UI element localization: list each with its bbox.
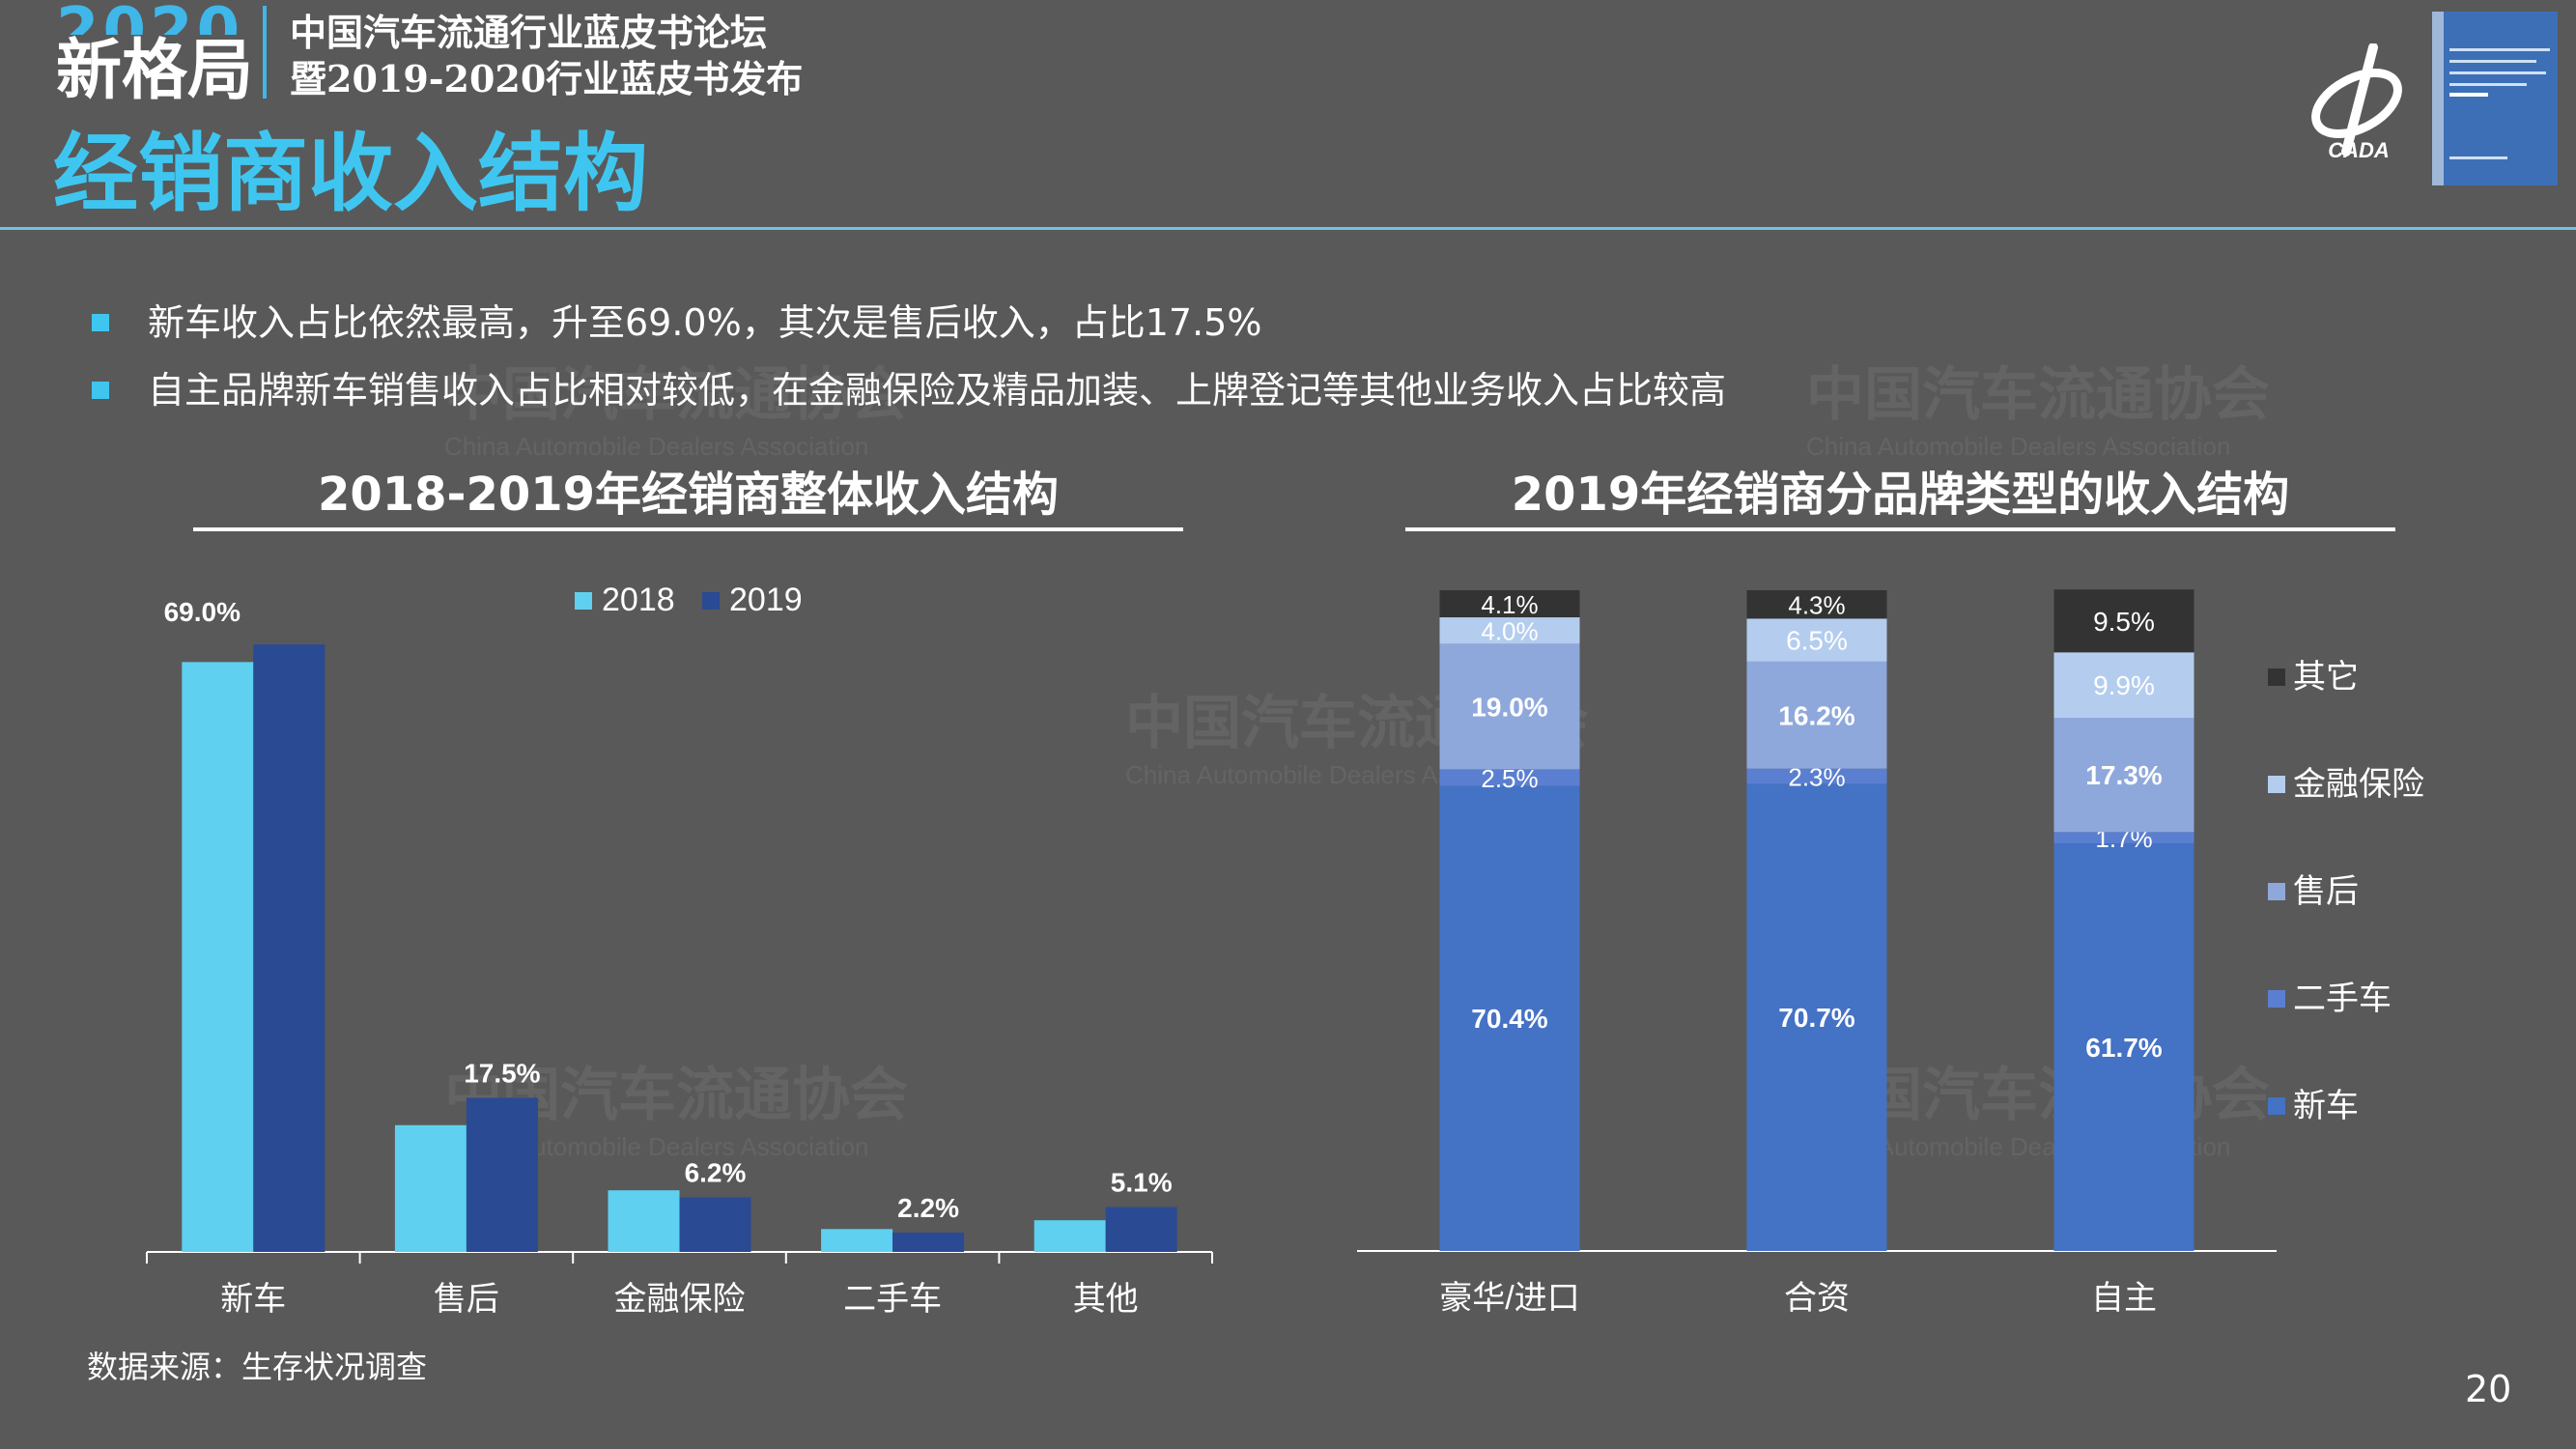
chart2-segment-售后-豪华/进口 [1439, 643, 1580, 770]
chart1-title: 2018-2019年经销商整体收入结构 [317, 468, 1060, 522]
watermark: 中国汽车流通协会 China Automobile Dealers Associa… [444, 361, 908, 461]
chart2-segment-label: 61.7% [2085, 1033, 2162, 1063]
chart2-segment-label: 19.0% [1471, 692, 1547, 722]
bullet-1-text: 新车收入占比依然最高，升至69.0%，其次是售后收入，占比17.5% [148, 301, 1262, 344]
chart1-bar-2019-二手车 [892, 1232, 965, 1252]
chart2-legend-swatch [2268, 883, 2285, 900]
header-brand: 新格局 [56, 33, 254, 109]
chart2-segment-label: 9.5% [2093, 607, 2155, 637]
chart1-category-label: 金融保险 [614, 1281, 746, 1318]
chart1-bar-2018-其他 [1033, 1220, 1106, 1252]
chart2-legend-label: 新车 [2293, 1088, 2359, 1124]
chart2-segment-新车-豪华/进口 [1439, 785, 1580, 1251]
chart2-segment-label: 4.3% [1788, 591, 1845, 620]
chart1-bar-2018-售后 [394, 1124, 467, 1252]
chart2-segment-label: 6.5% [1786, 626, 1848, 656]
chart2-segment-售后-合资 [1746, 661, 1887, 769]
chart2-legend-swatch [2268, 990, 2285, 1008]
forum-line-1: 中国汽车流通行业蓝皮书论坛 [290, 11, 768, 54]
chart2-legend-swatch [2268, 668, 2285, 686]
chart2-segment-label: 9.9% [2093, 670, 2155, 700]
chart2-legend-swatch [2268, 776, 2285, 793]
chart2-segment-label: 4.0% [1481, 617, 1538, 646]
cada-logo-icon: CADA [2311, 43, 2402, 162]
header-forum-title: 中国汽车流通行业蓝皮书论坛 暨2019-2020行业蓝皮书发布 [290, 10, 803, 102]
chart1-category-label: 其他 [1073, 1281, 1139, 1318]
chart2-segment-金融保险-自主 [2053, 652, 2194, 719]
chart1-data-label: 17.5% [464, 1059, 540, 1089]
chart2-segment-其它-合资 [1746, 590, 1887, 619]
header-year: 2020 [56, 0, 243, 35]
chart2-segment-二手车-合资 [1746, 768, 1887, 784]
chart2-segment-新车-自主 [2053, 842, 2194, 1251]
data-source-note: 数据来源：生存状况调查 [87, 1349, 428, 1385]
chart2-legend-label: 二手车 [2293, 980, 2392, 1017]
chart2-category-label: 自主 [2091, 1280, 2157, 1317]
page-title: 经销商收入结构 [53, 124, 649, 223]
chart2-segment-二手车-豪华/进口 [1439, 769, 1580, 786]
chart2-segment-金融保险-豪华/进口 [1439, 617, 1580, 644]
chart2-segment-label: 70.4% [1471, 1004, 1547, 1034]
header-separator [263, 6, 267, 99]
chart2-segment-label: 4.1% [1481, 590, 1538, 619]
chart2-legend-label: 售后 [2293, 873, 2359, 910]
bullet-marker-icon [92, 382, 109, 399]
chart1-data-label: 6.2% [685, 1157, 747, 1187]
watermark: 中国汽车流通协会 China Automobile Dealers Associa… [1806, 361, 2270, 461]
chart1-legend-label: 2018 [602, 582, 675, 618]
title-divider [0, 227, 2576, 230]
chart2-segment-label: 17.3% [2085, 760, 2162, 790]
chart2-segment-售后-自主 [2053, 718, 2194, 833]
bullet-1: 新车收入占比依然最高，升至69.0%，其次是售后收入，占比17.5% [92, 299, 1261, 346]
chart2-segment-label: 16.2% [1778, 700, 1854, 730]
chart1-category-label: 新车 [220, 1281, 286, 1318]
chart1-data-label: 5.1% [1111, 1168, 1173, 1198]
chart1-legend-swatch [702, 592, 720, 610]
chart1-data-label: 2.2% [897, 1193, 959, 1223]
chart2-segment-label: 70.7% [1778, 1003, 1854, 1033]
chart2-segment-新车-合资 [1746, 783, 1887, 1251]
chart1-bar-2019-金融保险 [679, 1197, 751, 1252]
chart2-segment-金融保险-合资 [1746, 618, 1887, 662]
chart1-bar-2018-金融保险 [608, 1190, 680, 1252]
watermark: 中国汽车流通协会 China Automobile Dealers Associa… [444, 1062, 908, 1161]
chart2-segment-其它-自主 [2053, 589, 2194, 653]
chart1-bar-2019-新车 [253, 644, 326, 1252]
chart2-category-label: 合资 [1784, 1280, 1850, 1317]
chart1-category-label: 二手车 [843, 1281, 942, 1318]
page-number: 20 [2465, 1368, 2512, 1410]
chart1-bar-2018-新车 [182, 662, 254, 1252]
chart1-bar-2018-二手车 [821, 1229, 893, 1252]
bullet-marker-icon [92, 314, 109, 331]
chart2-legend-swatch [2268, 1097, 2285, 1115]
chart2-title: 2019年经销商分品牌类型的收入结构 [1511, 468, 2290, 522]
chart2-segment-其它-豪华/进口 [1439, 590, 1580, 618]
bullet-2-text: 自主品牌新车销售收入占比相对较低，在金融保险及精品加装、上牌登记等其他业务收入占… [148, 369, 1727, 412]
bluebook-cover-icon [2432, 12, 2558, 185]
chart1-legend-label: 2019 [729, 582, 803, 618]
chart2-legend-label: 金融保险 [2293, 766, 2424, 803]
chart1-bar-2019-其他 [1105, 1207, 1177, 1252]
bullet-2: 自主品牌新车销售收入占比相对较低，在金融保险及精品加装、上牌登记等其他业务收入占… [92, 367, 1726, 413]
chart1-bar-2019-售后 [466, 1097, 538, 1252]
chart2-segment-二手车-自主 [2053, 832, 2194, 843]
chart2-category-label: 豪华/进口 [1439, 1280, 1579, 1317]
forum-line-2: 暨2019-2020行业蓝皮书发布 [290, 57, 804, 100]
chart2-title-underline [1405, 527, 2395, 531]
chart2-legend-label: 其它 [2293, 659, 2359, 696]
chart1-title-underline [193, 527, 1183, 531]
chart1-legend-swatch [575, 592, 592, 610]
logo-text: CADA [2328, 138, 2390, 162]
chart1-data-label: 69.0% [164, 597, 241, 627]
chart1-category-label: 售后 [434, 1281, 499, 1318]
